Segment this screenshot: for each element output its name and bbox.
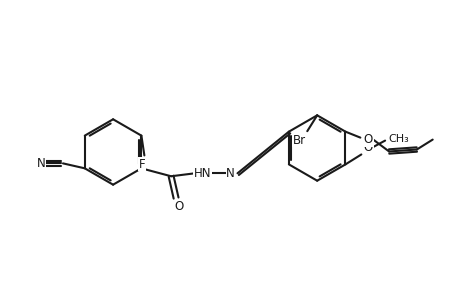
Text: O: O xyxy=(363,133,372,146)
Text: HN: HN xyxy=(194,167,211,180)
Text: F: F xyxy=(139,158,146,171)
Text: N: N xyxy=(226,167,235,180)
Text: N: N xyxy=(37,157,45,170)
Text: CH₃: CH₃ xyxy=(388,134,409,144)
Text: Br: Br xyxy=(292,134,305,147)
Text: O: O xyxy=(363,141,372,154)
Text: O: O xyxy=(174,200,183,214)
